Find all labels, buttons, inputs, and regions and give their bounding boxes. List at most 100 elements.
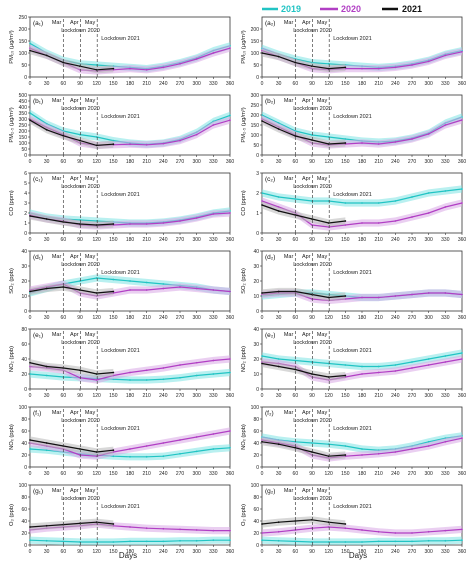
y-tick-label: 0 [256,75,259,81]
data-point-2021 [261,362,263,365]
data-point-2019 [427,539,430,542]
data-point-2020 [145,68,148,71]
lockdown-2021-label: Lockdown 2021 [101,192,140,198]
data-point-2021 [45,524,48,527]
y-tick-label: 0 [256,543,259,549]
data-point-2021 [261,440,263,443]
month-label: Apr [70,98,79,104]
x-tick-label: 270 [176,549,185,555]
x-tick-label: 210 [142,237,151,243]
data-point-2021 [79,139,81,142]
data-point-2019 [394,540,397,543]
data-point-2019 [112,278,115,281]
data-point-2021 [294,61,297,64]
data-point-2021 [79,223,81,225]
data-point-2020 [411,532,413,534]
x-tick-label: 210 [142,393,151,399]
y-tick-label: 3 [256,171,259,177]
x-tick-label: 360 [226,471,235,477]
band-2021 [262,438,346,460]
x-tick-label: 210 [142,159,151,165]
month-label: Mar [284,488,294,494]
data-point-2021 [344,454,347,456]
month-label: May [85,254,96,260]
data-point-2019 [195,374,198,377]
y-axis-label: NOₓ (ppb) [9,424,15,450]
lockdown-2021-label: Lockdown 2021 [333,114,372,120]
y-axis-label: CO (ppm) [9,190,15,216]
panel-tag: (a₁) [33,20,43,27]
series-line-2021 [261,362,346,378]
x-tick-label: 60 [61,81,67,87]
data-point-2021 [45,128,48,131]
y-tick-label: 2 [24,211,27,217]
x-tick-label: 60 [293,81,299,87]
data-point-2020 [394,295,397,297]
band-2020 [30,355,230,384]
data-point-2020 [461,437,463,440]
x-tick-label: 330 [441,237,450,243]
data-point-2019 [129,379,131,381]
data-point-2019 [229,539,231,542]
data-point-2021 [45,442,48,444]
data-point-2020 [162,287,165,290]
x-tick-label: 150 [109,393,118,399]
x-tick-label: 240 [391,471,400,477]
data-point-2020 [427,212,430,214]
data-point-2021 [29,439,31,441]
data-point-2019 [179,452,181,455]
data-point-2020 [195,529,198,531]
y-tick-label: 100 [251,405,260,411]
x-tick-label: 210 [374,81,383,87]
x-tick-label: 60 [293,471,299,477]
lockdown-2021-label: Lockdown 2021 [333,426,372,432]
data-point-2021 [45,287,48,290]
data-point-2020 [394,66,397,69]
month-label: Apr [302,332,311,338]
x-tick-label: 240 [391,237,400,243]
data-point-2020 [212,529,215,532]
data-point-2019 [461,188,463,190]
data-point-2021 [344,295,347,297]
x-tick-label: 30 [44,237,50,243]
y-tick-label: 150 [19,39,28,45]
data-point-2021 [277,521,280,524]
band-2021 [262,201,346,227]
data-point-2020 [461,119,463,121]
x-tick-label: 240 [159,81,168,87]
data-point-2020 [195,133,198,136]
data-point-2020 [361,67,363,70]
x-tick-label: 30 [276,471,282,477]
data-point-2020 [229,119,231,122]
x-tick-label: 0 [29,237,32,243]
x-tick-label: 150 [109,549,118,555]
x-tick-label: 60 [293,549,299,555]
y-tick-label: 10 [21,294,27,300]
lockdown-2020-label: Lockdown 2020 [61,262,100,268]
month-label: Apr [302,410,311,416]
legend-label-2020: 2020 [341,4,361,14]
y-tick-label: 150 [19,135,28,141]
x-tick-label: 330 [441,315,450,321]
lockdown-2020-label: Lockdown 2020 [61,28,100,34]
month-label: Mar [52,488,62,494]
data-point-2020 [377,143,380,145]
x-tick-label: 30 [44,81,50,87]
y-axis-label: O₃ (ppb) [241,504,247,526]
x-tick-label: 240 [391,393,400,399]
data-point-2021 [112,290,115,293]
x-tick-label: 0 [261,393,264,399]
data-point-2019 [112,455,115,458]
x-tick-label: 150 [341,393,350,399]
x-tick-label: 300 [424,237,433,243]
x-tick-label: 180 [358,159,367,165]
x-tick-label: 0 [261,237,264,243]
y-tick-label: 20 [21,453,27,459]
y-tick-label: 250 [251,103,260,109]
month-label: Mar [284,20,294,26]
x-tick-label: 330 [209,549,218,555]
